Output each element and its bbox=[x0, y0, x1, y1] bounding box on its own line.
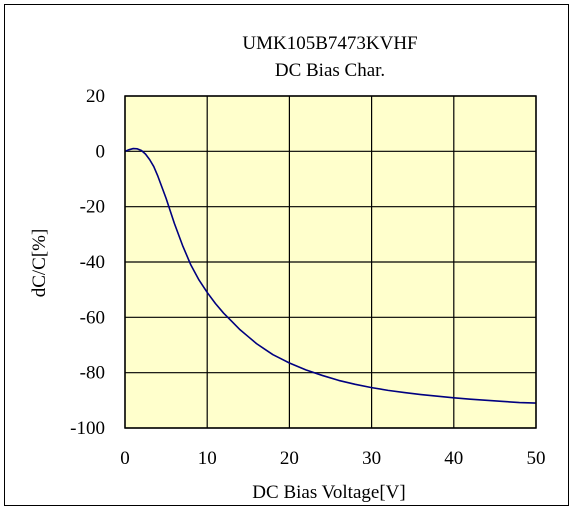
y-tick-label: -40 bbox=[80, 252, 105, 273]
x-tick-label: 40 bbox=[444, 448, 463, 469]
y-tick-labels: 20 0 -20 -40 -60 -80 -100 bbox=[70, 86, 105, 439]
y-tick-label: -60 bbox=[80, 307, 105, 328]
x-tick-label: 10 bbox=[198, 448, 217, 469]
x-tick-label: 50 bbox=[527, 448, 546, 469]
x-tick-label: 0 bbox=[120, 448, 130, 469]
y-tick-label: -80 bbox=[80, 363, 105, 384]
x-tick-label: 30 bbox=[362, 448, 381, 469]
y-axis-label: dC/C[%] bbox=[29, 229, 50, 298]
y-tick-label: -100 bbox=[70, 418, 105, 439]
plot-border bbox=[124, 95, 537, 429]
x-axis-label: DC Bias Voltage[V] bbox=[252, 482, 405, 503]
series-line bbox=[124, 147, 537, 404]
x-tick-label: 20 bbox=[280, 448, 299, 469]
series-layer bbox=[124, 147, 537, 404]
y-tick-label: 0 bbox=[96, 141, 106, 162]
chart-subtitle: DC Bias Char. bbox=[275, 60, 385, 81]
y-tick-label: 20 bbox=[86, 86, 105, 107]
chart-title: UMK105B7473KVHF bbox=[242, 33, 417, 54]
y-tick-label: -20 bbox=[80, 197, 105, 218]
x-tick-labels: 0 10 20 30 40 50 bbox=[120, 448, 545, 469]
